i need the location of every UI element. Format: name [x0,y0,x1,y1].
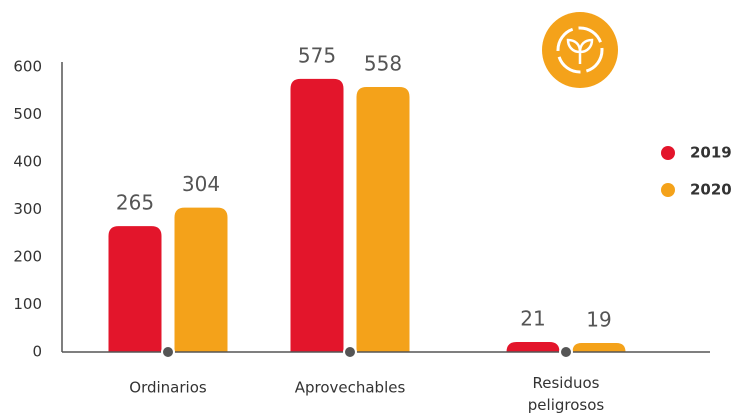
value-label: 304 [182,172,220,196]
axis-dot [161,345,175,359]
bar [290,78,344,352]
value-label: 575 [298,43,336,67]
y-tick-label: 600 [13,58,42,76]
bar [174,207,228,352]
bar [356,86,410,352]
value-label: 21 [520,307,545,331]
legend-label: 2020 [690,181,732,199]
x-tick-label: Ordinarios [129,379,207,397]
axis-dot [343,345,357,359]
legend-swatch [661,146,675,160]
x-tick-label: Residuos peligrosos [528,374,605,414]
bar [506,342,560,352]
y-tick-label: 400 [13,153,42,171]
bar [108,226,162,352]
y-tick-label: 300 [13,200,42,218]
y-tick-label: 500 [13,105,42,123]
legend-swatch [661,183,675,197]
axis-dot [559,345,573,359]
y-tick-label: 200 [13,248,42,266]
value-label: 265 [116,191,154,215]
legend-label: 2019 [690,144,732,162]
value-label: 558 [364,51,402,75]
recycle-icon [542,12,618,88]
value-label: 19 [586,307,611,331]
x-tick-label: Aprovechables [295,379,406,397]
bar [572,342,626,352]
y-tick-label: 100 [13,295,42,313]
y-tick-label: 0 [32,343,42,361]
